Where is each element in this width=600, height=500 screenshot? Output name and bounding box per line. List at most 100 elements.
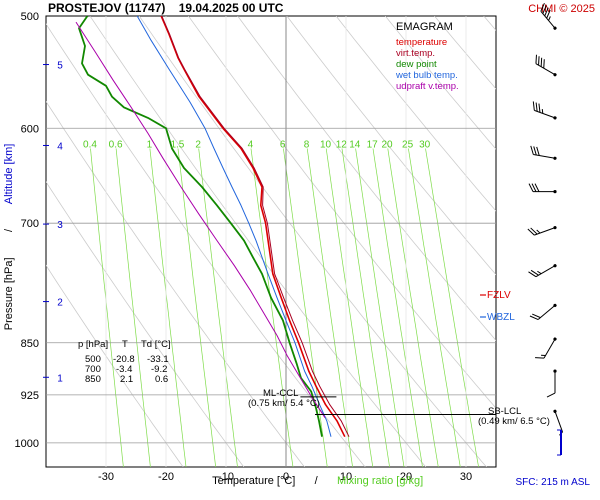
mixing-ratio-line bbox=[198, 148, 238, 467]
barb-feather bbox=[527, 228, 535, 236]
barb-feather bbox=[532, 313, 541, 319]
ylabel-separator: / bbox=[3, 228, 15, 232]
mixing-ratio-label: 4 bbox=[248, 140, 254, 151]
barb-station bbox=[553, 303, 557, 307]
wind-barb bbox=[546, 369, 557, 398]
dry-adiabat bbox=[237, 16, 496, 342]
table-row-850-t: 2.1 bbox=[120, 374, 133, 385]
mixing-ratio-line bbox=[177, 148, 217, 467]
barb-staff bbox=[535, 63, 556, 76]
mixing-ratio-line bbox=[355, 148, 405, 467]
mixing-ratio-label: 25 bbox=[402, 140, 414, 151]
barb-feather bbox=[536, 146, 540, 156]
barb-staff bbox=[533, 153, 556, 159]
barb-feather bbox=[528, 183, 534, 192]
dry-adiabat bbox=[188, 16, 496, 409]
dry-adiabat bbox=[46, 100, 305, 467]
surface-note: SFC: 215 m ASL bbox=[516, 477, 591, 488]
mixing-ratio-line bbox=[425, 148, 479, 467]
wind-barb-layer bbox=[527, 2, 563, 436]
svg-text:Pressure [hPa] / A: Pressure [hPa] / Altitude [km] bbox=[3, 128, 15, 351]
wind-barb bbox=[530, 145, 557, 160]
mixing-ratio-label: 2 bbox=[195, 140, 201, 151]
surface-marker bbox=[557, 429, 562, 456]
barb-feather bbox=[533, 146, 537, 156]
barb-half-feather bbox=[536, 229, 541, 234]
barb-station bbox=[553, 73, 557, 77]
barb-feather bbox=[535, 357, 545, 359]
table-header-td: Td [°C] bbox=[141, 339, 171, 350]
altitude-tick-label: 2 bbox=[57, 298, 63, 309]
barb-staff bbox=[537, 305, 556, 320]
ml-ccl-label: ML-CCL bbox=[263, 388, 298, 399]
mixing-ratio-line bbox=[115, 148, 151, 467]
mixing-ratio-label: 17 bbox=[367, 140, 379, 151]
barb-staff bbox=[534, 227, 556, 236]
dry-adiabat bbox=[335, 16, 496, 212]
barb-feather bbox=[528, 271, 537, 278]
ylabel-pressure: Pressure [hPa] bbox=[3, 257, 15, 330]
mixing-ratio-label: 0.6 bbox=[109, 140, 123, 151]
wbzl-label: WBZL bbox=[487, 312, 515, 323]
barb-feather bbox=[546, 392, 556, 398]
barb-station bbox=[553, 264, 557, 268]
pressure-tick-label: 500 bbox=[21, 11, 39, 23]
chart-title: PROSTEJOV (11747) 19.04.2025 00 UTC bbox=[48, 1, 284, 15]
dry-adiabat bbox=[582, 16, 600, 467]
barb-station bbox=[553, 156, 557, 160]
table-row-850-p: 850 bbox=[85, 374, 101, 385]
wind-barb bbox=[532, 101, 557, 120]
xlabel-separator: / bbox=[315, 475, 319, 487]
fzlv-label: FZLV bbox=[487, 290, 511, 301]
barb-staff bbox=[543, 338, 556, 359]
table-header-t: T bbox=[122, 339, 128, 350]
table-row-500-p: 500 bbox=[85, 354, 101, 365]
barb-staff bbox=[554, 411, 563, 433]
barb-feather bbox=[535, 54, 537, 64]
barb-station bbox=[553, 26, 557, 30]
mixing-ratio-label: 20 bbox=[381, 140, 393, 151]
wind-barb bbox=[540, 2, 557, 30]
barb-feather bbox=[546, 9, 551, 19]
barb-feather bbox=[542, 5, 547, 14]
table-row-700-t: -3.4 bbox=[116, 364, 132, 375]
dry-adiabat bbox=[286, 16, 496, 276]
barb-station bbox=[553, 409, 557, 413]
y-axis-title: Pressure [hPa] / Altitude [km] bbox=[3, 128, 15, 351]
wind-barb bbox=[529, 303, 557, 321]
xlabel-mixing: Mixing ratio [g/kg] bbox=[337, 475, 423, 487]
table-header-p: p [hPa] bbox=[78, 339, 108, 350]
series-temperature bbox=[160, 16, 346, 438]
table-row-700-p: 700 bbox=[85, 364, 101, 375]
wind-barb bbox=[535, 54, 557, 77]
barb-feather bbox=[538, 103, 541, 113]
wind-barb bbox=[535, 337, 557, 359]
legend-dew-point: dew point bbox=[396, 59, 437, 70]
barb-station bbox=[553, 369, 557, 373]
x-tick-label: 10 bbox=[340, 471, 352, 483]
sb-lcl-detail: (0.49 km/ 6.5 °C) bbox=[478, 416, 550, 427]
barb-half-feather bbox=[537, 270, 542, 275]
dry-adiabat bbox=[483, 16, 496, 31]
altitude-tick-label: 1 bbox=[57, 373, 63, 384]
mixing-ratio-label: 14 bbox=[349, 140, 361, 151]
barb-station bbox=[553, 226, 557, 230]
mixing-ratio-label: 30 bbox=[419, 140, 431, 151]
mixing-ratio-line bbox=[387, 148, 439, 467]
pressure-tick-label: 925 bbox=[21, 390, 39, 402]
wbzl-marker: WBZL bbox=[480, 312, 515, 323]
barb-station bbox=[553, 116, 557, 120]
mixing-ratio-label: 8 bbox=[304, 140, 310, 151]
mixing-ratio-label: 1.5 bbox=[170, 140, 184, 151]
barb-feather bbox=[530, 145, 534, 155]
dry-adiabat bbox=[46, 181, 245, 467]
mixing-ratio-line bbox=[341, 148, 390, 467]
axis-layer: 0.4 0.6 1 1.5 2 4 6 8 10 12 14 17 20 25 30-30 -20 -10 0 10… bbox=[15, 11, 496, 483]
barb-feather bbox=[532, 101, 535, 111]
ml-ccl-detail: (0.75 km/ 5.4 °C) bbox=[248, 398, 320, 409]
mixing-ratio-line bbox=[250, 148, 294, 467]
mixing-ratio-label: 12 bbox=[336, 140, 348, 151]
pressure-tick-label: 600 bbox=[21, 123, 39, 135]
barb-feather bbox=[534, 183, 540, 192]
